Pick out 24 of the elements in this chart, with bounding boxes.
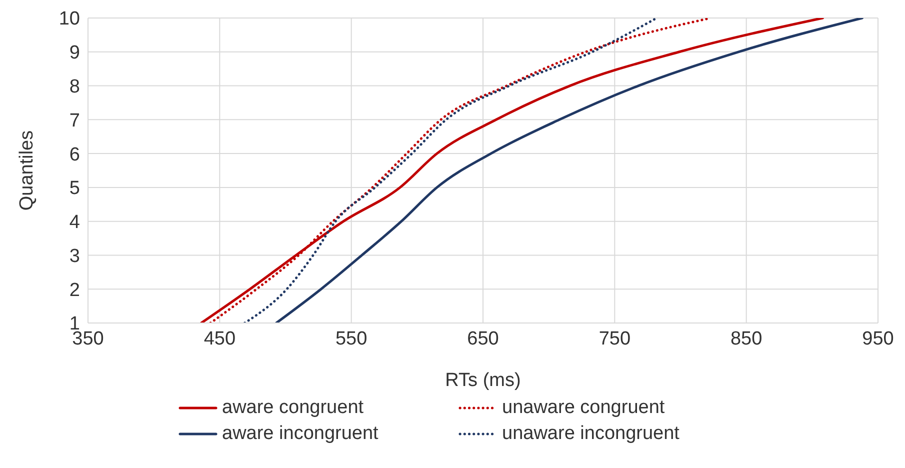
- y-tick-label: 7: [69, 110, 80, 132]
- y-tick-label: 5: [69, 178, 80, 200]
- y-tick-label: 9: [69, 42, 80, 64]
- x-tick-label: 850: [730, 328, 762, 350]
- x-tick-label: 750: [598, 328, 631, 350]
- y-tick-label: 2: [69, 280, 80, 301]
- y-tick-label: 6: [69, 144, 80, 166]
- x-axis-title: RTs (ms): [445, 370, 521, 391]
- legend-label: aware congruent: [222, 397, 364, 419]
- legend-label: unaware congruent: [502, 397, 665, 419]
- x-tick-label: 950: [862, 328, 894, 350]
- x-tick-label: 550: [335, 328, 368, 350]
- y-axis-title: Quantiles: [16, 130, 38, 211]
- legend-label: aware incongruent: [222, 423, 378, 445]
- line-series: [243, 18, 658, 323]
- x-tick-label: 650: [467, 328, 499, 350]
- line-series: [275, 18, 864, 323]
- y-tick-label: 4: [69, 212, 80, 234]
- y-tick-label: 3: [69, 246, 80, 267]
- x-tick-label: 450: [204, 328, 236, 350]
- y-tick-label: 10: [58, 8, 80, 30]
- line-series: [200, 18, 824, 323]
- legend-label: unaware incongruent: [502, 423, 680, 445]
- y-tick-label: 8: [69, 76, 80, 98]
